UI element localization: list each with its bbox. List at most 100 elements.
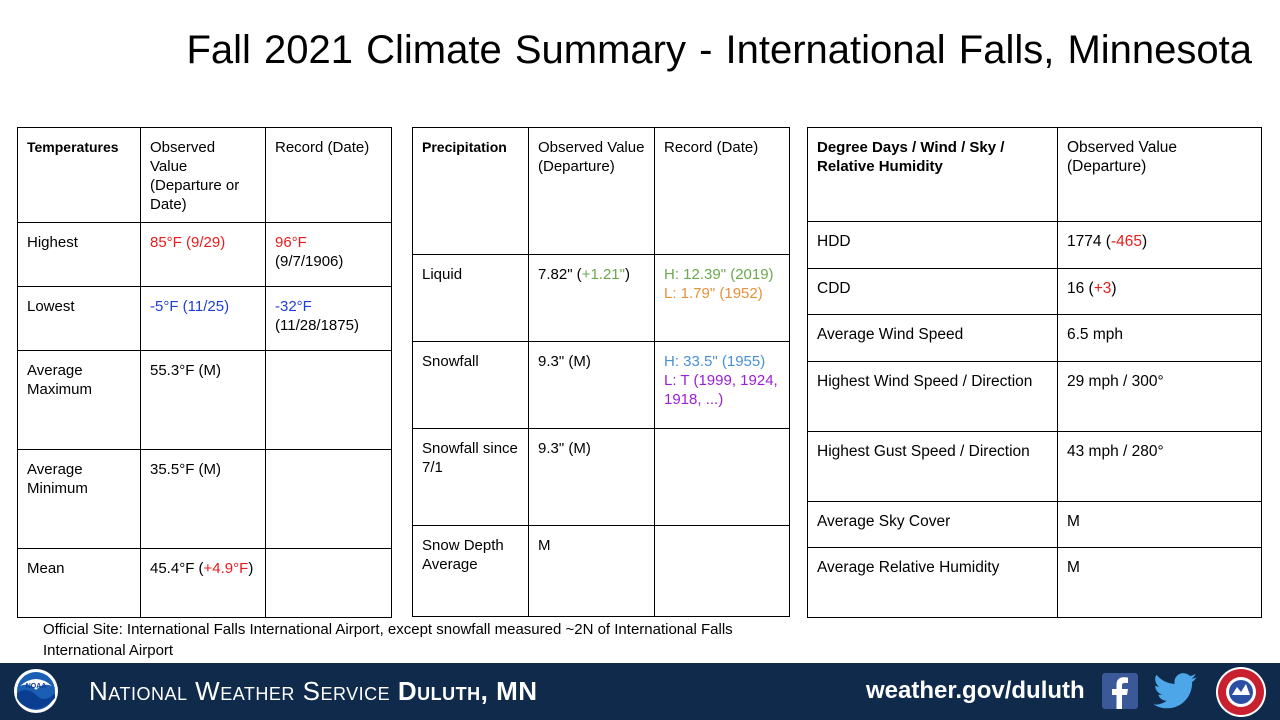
record-value <box>265 350 392 450</box>
record-value <box>265 449 392 549</box>
table-row: Average Maximum 55.3°F (M) <box>17 350 392 450</box>
record-temp: -32°F <box>275 298 312 315</box>
agency-name: National Weather Service <box>89 676 391 706</box>
departure-value: +4.9°F <box>203 560 249 577</box>
record-value: H: 33.5" (1955) L: T (1999, 1924, 1918, .… <box>654 341 790 429</box>
observed-value: 43 mph / 280° <box>1057 431 1262 502</box>
record-value <box>654 525 790 617</box>
table-header-row: Temperatures Observed Value (Departure o… <box>17 127 392 223</box>
close-paren: ) <box>624 266 630 283</box>
official-site-note: Official Site: International Falls Inter… <box>43 621 733 659</box>
record-value: H: 12.39" (2019) L: 1.79" (1952) <box>654 254 790 342</box>
observed-value: 55.3°F (M) <box>140 350 266 450</box>
table-row: CDD 16 (+3) <box>807 268 1262 315</box>
row-label: Highest Gust Speed / Direction <box>807 431 1058 502</box>
close-paren: ) <box>248 560 254 577</box>
table-row: Average Sky Cover M <box>807 501 1262 548</box>
row-label: Snowfall <box>412 341 529 429</box>
table-row: Snow Depth Average M <box>412 525 790 617</box>
close-paren: ) <box>1141 233 1148 250</box>
record-value <box>654 428 790 526</box>
degree-days-table: Degree Days / Wind / Sky / Relative Humi… <box>807 127 1262 618</box>
temperatures-header: Temperatures <box>17 127 141 223</box>
observed-value: 9.3" (M) <box>528 428 655 526</box>
record-value <box>265 548 392 618</box>
record-temp: 96°F <box>275 234 307 251</box>
row-label: Average Minimum <box>17 449 141 549</box>
row-label: Snowfall since 7/1 <box>412 428 529 526</box>
observed-header: Observed Value (Departure or Date) <box>140 127 266 223</box>
observed-value: 85°F (9/29) <box>140 222 266 287</box>
table-row: Lowest -5°F (11/25) -32°F (11/28/1875) <box>17 286 392 351</box>
observed-value: M <box>1057 547 1262 618</box>
row-label: Average Sky Cover <box>807 501 1058 548</box>
observed-value: 29 mph / 300° <box>1057 361 1262 432</box>
record-header: Record (Date) <box>654 127 790 255</box>
observed-value: 35.5°F (M) <box>140 449 266 549</box>
nws-logo[interactable] <box>1215 666 1267 718</box>
row-label: Lowest <box>17 286 141 351</box>
table-row: Snowfall 9.3" (M) H: 33.5" (1955) L: T (1… <box>412 341 790 429</box>
record-high: H: 12.39" (2019) <box>664 266 774 283</box>
table-header-row: Precipitation Observed Value (Departure)… <box>412 127 790 255</box>
table-row: Mean 45.4°F (+4.9°F) <box>17 548 392 618</box>
page-title: Fall 2021 Climate Summary - Internationa… <box>186 28 1252 72</box>
observed-number: 1774 ( <box>1067 233 1111 250</box>
degree-days-header: Degree Days / Wind / Sky / Relative Humi… <box>807 127 1058 222</box>
record-low: L: 1.79" (1952) <box>664 285 763 302</box>
temperatures-table: Temperatures Observed Value (Departure o… <box>17 127 392 618</box>
departure-value: +1.21" <box>581 266 625 283</box>
table-row: Highest Gust Speed / Direction 43 mph / … <box>807 431 1262 502</box>
departure-value: -465 <box>1110 233 1142 250</box>
table-row: Highest Wind Speed / Direction 29 mph / … <box>807 361 1262 432</box>
precipitation-table: Precipitation Observed Value (Departure)… <box>412 127 790 617</box>
row-label: Liquid <box>412 254 529 342</box>
row-label: HDD <box>807 221 1058 269</box>
row-label: Average Relative Humidity <box>807 547 1058 618</box>
row-label: Highest <box>17 222 141 287</box>
observed-value: 16 (+3) <box>1057 268 1262 315</box>
table-row: HDD 1774 (-465) <box>807 221 1262 269</box>
observed-value: 1774 (-465) <box>1057 221 1262 269</box>
table-row: Average Minimum 35.5°F (M) <box>17 449 392 549</box>
precipitation-header: Precipitation <box>412 127 529 255</box>
facebook-icon[interactable] <box>1102 673 1138 709</box>
table-row: Highest 85°F (9/29) 96°F (9/7/1906) <box>17 222 392 287</box>
observed-value: 9.3" (M) <box>528 341 655 429</box>
row-label: Highest Wind Speed / Direction <box>807 361 1058 432</box>
row-label: CDD <box>807 268 1058 315</box>
observed-number: 45.4°F ( <box>150 560 204 577</box>
table-header-row: Degree Days / Wind / Sky / Relative Humi… <box>807 127 1262 222</box>
office-name: National Weather Service Duluth, MN <box>89 672 538 710</box>
row-label: Mean <box>17 548 141 618</box>
observed-number: 7.82" ( <box>538 266 582 283</box>
table-row: Snowfall since 7/1 9.3" (M) <box>412 428 790 526</box>
observed-header: Observed Value (Departure) <box>528 127 655 255</box>
observed-number: 16 ( <box>1067 280 1094 297</box>
table-row: Average Wind Speed 6.5 mph <box>807 314 1262 362</box>
record-header: Record (Date) <box>265 127 392 223</box>
office-location: Duluth, MN <box>397 676 538 706</box>
website-link[interactable]: weather.gov/duluth <box>866 677 1085 704</box>
record-date: (9/7/1906) <box>275 253 344 270</box>
table-row: Average Relative Humidity M <box>807 547 1262 618</box>
observed-value: -5°F (11/25) <box>140 286 266 351</box>
record-low: L: T (1999, 1924, 1918, ...) <box>664 372 778 408</box>
record-high: H: 33.5" (1955) <box>664 353 766 370</box>
observed-value: 45.4°F (+4.9°F) <box>140 548 266 618</box>
footer-banner: NOAA National Weather Service Duluth, MN… <box>0 663 1280 720</box>
twitter-icon[interactable] <box>1152 673 1198 709</box>
record-value: 96°F (9/7/1906) <box>265 222 392 287</box>
close-paren: ) <box>1111 280 1117 297</box>
row-label: Average Maximum <box>17 350 141 450</box>
noaa-logo[interactable]: NOAA <box>13 668 59 714</box>
observed-value: M <box>528 525 655 617</box>
facebook-glyph <box>1112 677 1128 709</box>
observed-header: Observed Value (Departure) <box>1057 127 1262 222</box>
row-label: Average Wind Speed <box>807 314 1058 362</box>
record-value: -32°F (11/28/1875) <box>265 286 392 351</box>
departure-value: +3 <box>1093 280 1112 297</box>
observed-value: 7.82" (+1.21") <box>528 254 655 342</box>
record-date: (11/28/1875) <box>275 317 359 334</box>
observed-value: 6.5 mph <box>1057 314 1262 362</box>
